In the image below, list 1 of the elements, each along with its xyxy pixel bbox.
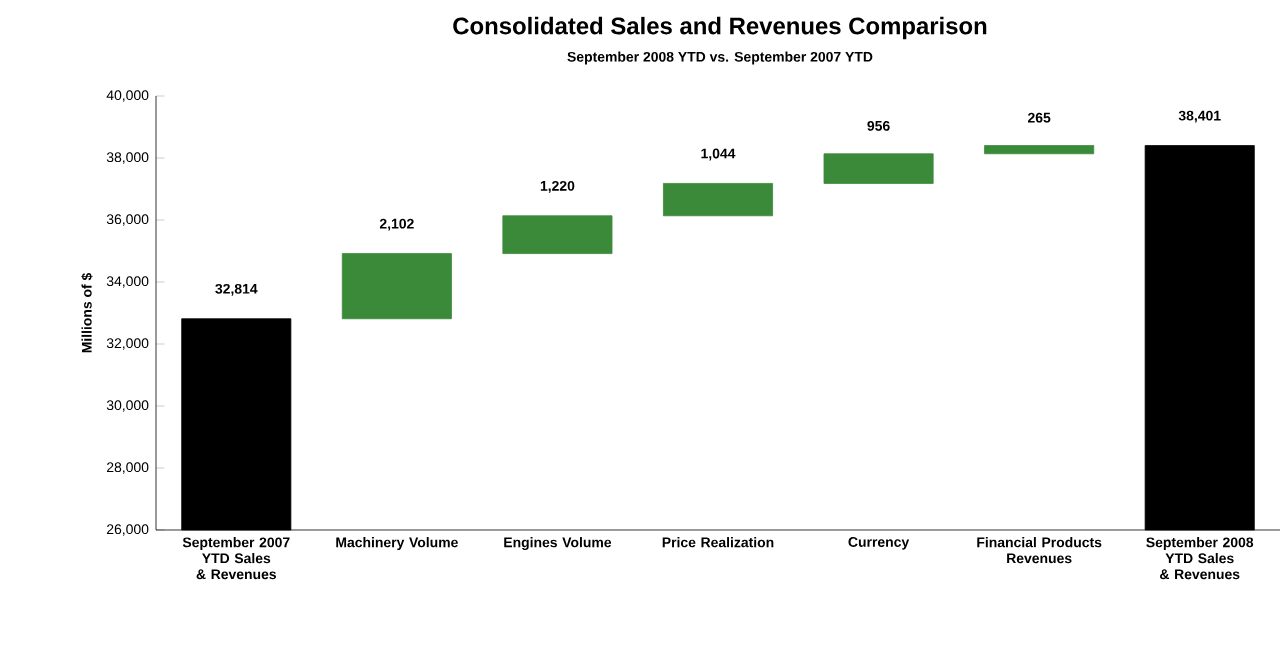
chart-title: Consolidated Sales and Revenues Comparison	[453, 16, 987, 40]
